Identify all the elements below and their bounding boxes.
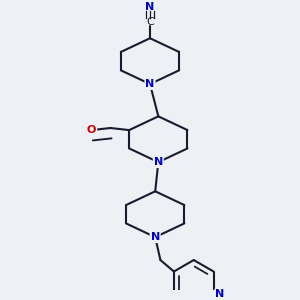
Text: N: N — [146, 2, 154, 12]
Text: N: N — [154, 157, 163, 167]
Text: N: N — [215, 290, 224, 299]
Text: C: C — [146, 16, 154, 27]
Text: N: N — [151, 232, 160, 242]
Text: O: O — [87, 125, 96, 135]
Text: N: N — [146, 79, 154, 89]
